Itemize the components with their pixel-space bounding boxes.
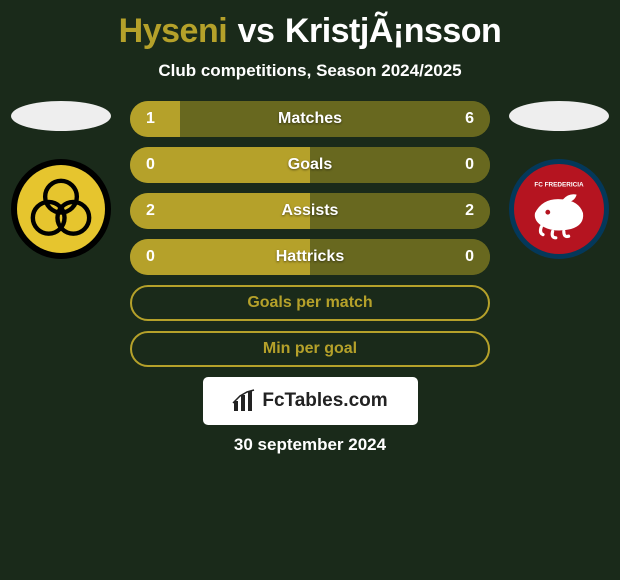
season-subtitle: Club competitions, Season 2024/2025 <box>0 55 620 101</box>
player-1-silhouette <box>11 101 111 131</box>
stat-row-matches: 1Matches6 <box>130 101 490 137</box>
main-layout: 1Matches6 0Goals0 2Assists2 0Hattricks0 Goa… <box>0 101 620 455</box>
player-2-silhouette <box>509 101 609 131</box>
stat-right-value: 0 <box>465 156 474 174</box>
left-column <box>6 101 116 259</box>
stat-row-hattricks: 0Hattricks0 <box>130 239 490 275</box>
date-label: 30 september 2024 <box>130 435 490 455</box>
bar-chart-icon <box>232 389 256 413</box>
player-2-name: KristjÃ¡nsson <box>285 12 501 50</box>
stat-right-value: 2 <box>465 202 474 220</box>
plain-row-goals-per-match: Goals per match <box>130 285 490 321</box>
stat-left-value: 1 <box>146 110 155 128</box>
player-1-name: Hyseni <box>119 12 228 50</box>
stats-column: 1Matches6 0Goals0 2Assists2 0Hattricks0 Goa… <box>130 101 490 455</box>
stat-row-assists: 2Assists2 <box>130 193 490 229</box>
club-badge-right: FC FREDERICIA <box>509 159 609 259</box>
vs-label: vs <box>238 12 275 50</box>
stat-right-value: 0 <box>465 248 474 266</box>
plain-row-min-per-goal: Min per goal <box>130 331 490 367</box>
right-column: FC FREDERICIA <box>504 101 614 259</box>
club-badge-left <box>11 159 111 259</box>
stat-right-value: 6 <box>465 110 474 128</box>
fctables-brand: FcTables.com <box>203 377 418 425</box>
brand-label: FcTables.com <box>262 390 387 412</box>
horsens-rings-icon <box>17 165 105 253</box>
svg-text:FC FREDERICIA: FC FREDERICIA <box>534 182 584 189</box>
stat-row-goals: 0Goals0 <box>130 147 490 183</box>
stat-left-value: 0 <box>146 156 155 174</box>
stat-left-value: 2 <box>146 202 155 220</box>
stat-left-value: 0 <box>146 248 155 266</box>
comparison-title: Hyseni vs KristjÃ¡nsson <box>0 0 620 55</box>
fredericia-lion-icon: FC FREDERICIA <box>519 169 599 249</box>
